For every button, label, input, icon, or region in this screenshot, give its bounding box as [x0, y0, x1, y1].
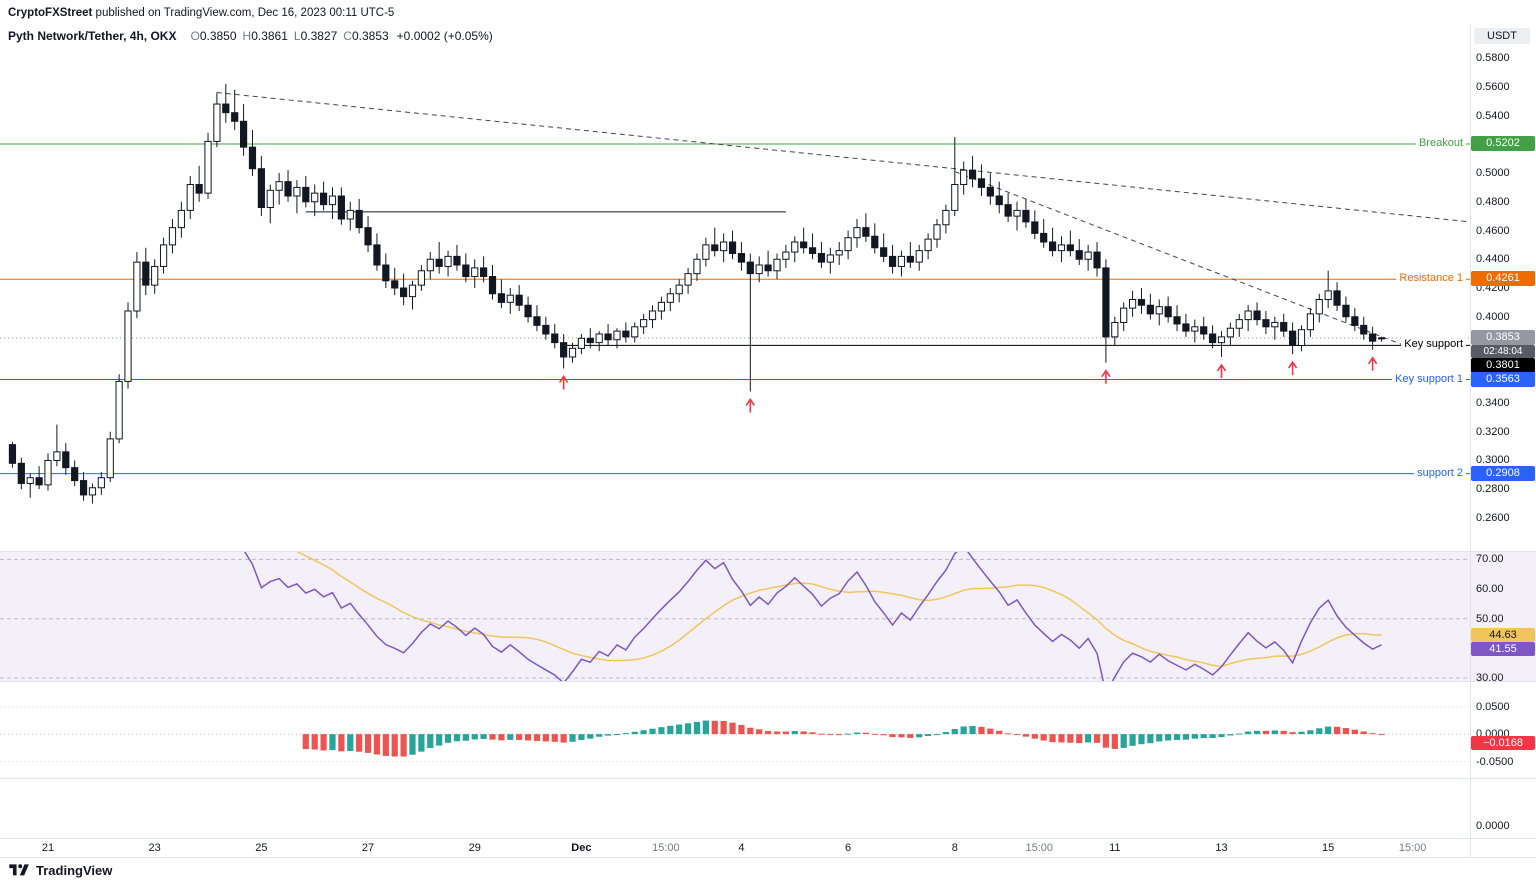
rsi-tick: 50.00: [1476, 612, 1504, 625]
tradingview-logo[interactable]: [8, 862, 30, 879]
ohlc-value: 0.3853: [351, 29, 389, 43]
time-label: 27: [361, 842, 375, 854]
buy-signal-arrows: [558, 356, 1378, 413]
time-axis[interactable]: 21 23 25 27 29 Dec 15:00 4 6 8 15:00 11 13 15 15:00: [0, 838, 1470, 858]
price-scale-border: [1470, 25, 1471, 858]
level-price-badge: 0.4261: [1471, 271, 1535, 287]
macd-tick: -0.0500: [1476, 755, 1514, 768]
tradingview-brand[interactable]: TradingView: [36, 863, 113, 878]
rsi-tick: 30.00: [1476, 672, 1504, 685]
price-tick: 0.5600: [1476, 80, 1510, 93]
ohlc-value: 0.3827: [300, 29, 338, 43]
rsi-line: [244, 552, 1382, 681]
time-label: 8: [951, 842, 958, 854]
pane-separator[interactable]: [0, 681, 1536, 682]
rsi-tick: 70.00: [1476, 553, 1504, 566]
level-label: Resistance 1: [1396, 271, 1466, 287]
ohlc-key: L: [293, 29, 301, 43]
level-price-badge: 0.2908: [1471, 465, 1535, 481]
extra-pane-tick: 0.0000: [1476, 820, 1510, 832]
time-label: 11: [1109, 842, 1121, 854]
time-label: 15:00: [1025, 842, 1053, 854]
price-change: +0.0002 (+0.05%): [396, 29, 493, 43]
ohlc-values: O0.3850 H0.3861 L0.3827 C0.3853: [184, 29, 388, 43]
time-axis-border: [0, 838, 1536, 839]
macd-value-badge: −0.0168: [1471, 736, 1535, 751]
time-label: 6: [845, 842, 852, 854]
quote-currency-label: USDT: [1474, 28, 1530, 44]
time-label: 29: [468, 842, 481, 854]
level-label: Breakout: [1415, 135, 1466, 151]
time-label: 15: [1322, 842, 1335, 854]
tradingview-logo-mark: [9, 864, 29, 876]
rsi-ma-line: [296, 552, 1382, 668]
macd-pane[interactable]: [0, 682, 1470, 778]
attribution-text: published on TradingView.com, Dec 16, 20…: [92, 6, 395, 19]
time-label: Dec: [571, 842, 592, 854]
price-tick: 0.3200: [1476, 425, 1510, 438]
time-label: 4: [738, 842, 745, 854]
ohlc-value: 0.3861: [251, 29, 288, 43]
time-label: 21: [41, 842, 55, 854]
rsi-tick: 60.00: [1476, 583, 1504, 596]
symbol-info: Pyth Network/Tether, 4h, OKX O0.3850 H0.38…: [8, 29, 493, 43]
price-tick: 0.2600: [1476, 511, 1510, 524]
price-tick: 0.3000: [1476, 454, 1510, 467]
level-price-badge: 0.3563: [1471, 371, 1535, 387]
footer-bar: TradingView: [0, 857, 1536, 883]
rsi-pane[interactable]: [0, 552, 1470, 681]
descending-trendline: [954, 171, 1409, 348]
rsi-ma-value-badge: 44.63: [1471, 627, 1535, 642]
pane-separator[interactable]: [0, 551, 1536, 552]
main-price-pane[interactable]: [0, 25, 1470, 551]
attribution-author: CryptoFXStreet: [8, 6, 93, 19]
rsi-value-badge: 41.55: [1471, 641, 1535, 656]
symbol-title[interactable]: Pyth Network/Tether, 4h, OKX: [8, 29, 177, 43]
macd-histogram: [302, 720, 1385, 757]
price-tick: 0.4400: [1476, 253, 1510, 266]
price-tick: 0.2800: [1476, 483, 1510, 496]
countdown-badge: 02:48:04: [1471, 344, 1535, 358]
ohlc-key: H: [242, 29, 252, 43]
ohlc-key: O: [190, 29, 200, 43]
pane-separator[interactable]: [0, 778, 1536, 779]
price-tick: 0.4600: [1476, 224, 1510, 237]
candles-layer: [8, 83, 1386, 504]
last-price-badge: 0.3853: [1471, 329, 1535, 345]
level-label: Key support 1: [1392, 371, 1466, 387]
level-label: support 2: [1414, 465, 1466, 481]
time-label: 13: [1215, 842, 1228, 854]
macd-tick: 0.0500: [1476, 700, 1510, 713]
price-tick: 0.4000: [1476, 310, 1510, 323]
time-label: 15:00: [1398, 842, 1427, 854]
time-label: 15:00: [652, 842, 680, 854]
attribution-bar: CryptoFXStreet published on TradingView.…: [0, 0, 1536, 25]
price-tick: 0.5000: [1476, 167, 1510, 180]
ohlc-key: C: [343, 29, 352, 43]
level-lines: [0, 143, 1470, 475]
ohlc-value: 0.3850: [199, 29, 237, 43]
time-label: 25: [255, 842, 268, 854]
descending-trendline: [216, 92, 1470, 223]
price-tick: 0.3400: [1476, 396, 1510, 409]
price-tick: 0.5800: [1476, 52, 1510, 65]
level-price-badge: 0.3801: [1471, 357, 1535, 373]
level-label: Key support: [1401, 337, 1466, 353]
level-price-badge: 0.5202: [1471, 135, 1535, 151]
price-tick: 0.5400: [1476, 109, 1510, 122]
time-label: 23: [148, 842, 161, 854]
price-tick: 0.4800: [1476, 195, 1510, 208]
